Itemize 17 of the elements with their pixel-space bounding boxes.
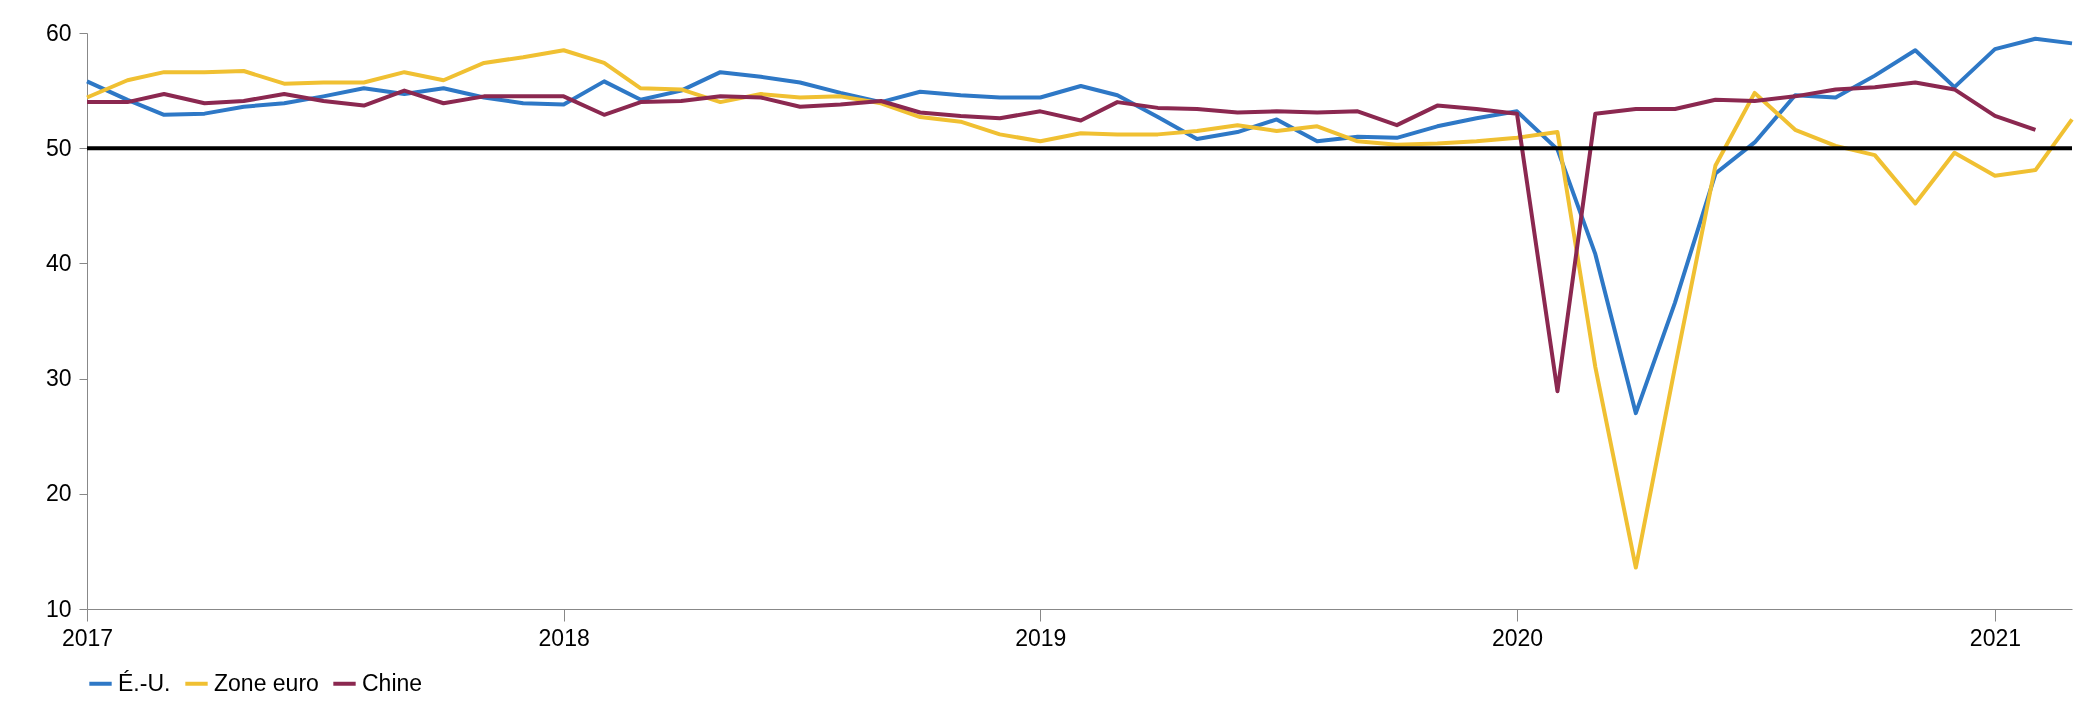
x-tick-label: 2020 bbox=[1491, 624, 1544, 651]
legend-label: Zone euro bbox=[214, 669, 319, 696]
x-tick-label: 2017 bbox=[61, 624, 114, 651]
y-tick-label: 40 bbox=[45, 249, 72, 276]
line-series bbox=[85, 36, 2074, 416]
x-tick-label: 2019 bbox=[1015, 624, 1067, 651]
line-series bbox=[85, 48, 2074, 570]
x-tick-label: 2018 bbox=[538, 624, 590, 651]
legend-label: É.-U. bbox=[118, 669, 171, 696]
y-tick-label: 50 bbox=[45, 134, 72, 161]
y-tick-label: 10 bbox=[45, 595, 72, 622]
x-tick-label: 2021 bbox=[1969, 624, 2022, 651]
y-tick-label: 20 bbox=[45, 480, 72, 507]
y-tick-label: 30 bbox=[45, 365, 72, 392]
legend-label: Chine bbox=[362, 669, 423, 696]
line-series bbox=[85, 80, 2038, 394]
y-tick-label: 60 bbox=[45, 19, 72, 46]
